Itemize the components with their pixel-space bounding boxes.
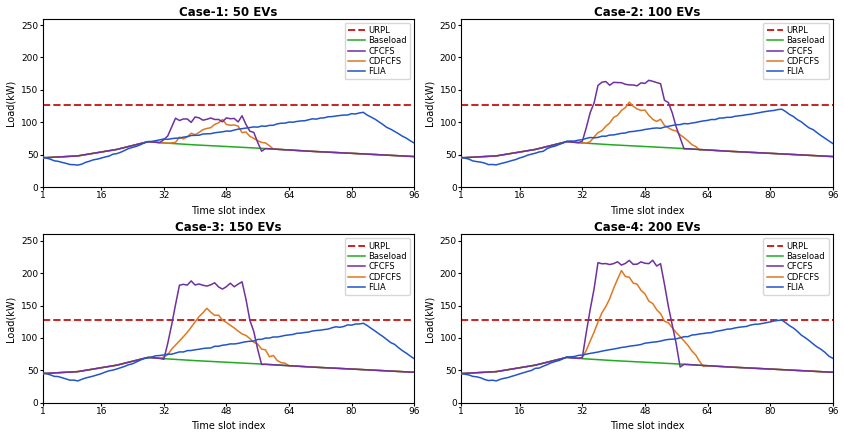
Title: Case-3: 150 EVs: Case-3: 150 EVs xyxy=(175,221,282,234)
X-axis label: Time slot index: Time slot index xyxy=(191,421,266,431)
Y-axis label: Load(kW): Load(kW) xyxy=(424,80,434,126)
Y-axis label: Load(kW): Load(kW) xyxy=(6,80,15,126)
X-axis label: Time slot index: Time slot index xyxy=(609,206,684,216)
X-axis label: Time slot index: Time slot index xyxy=(609,421,684,431)
Title: Case-2: 100 EVs: Case-2: 100 EVs xyxy=(593,6,700,18)
Legend: URPL, Baseload, CFCFS, CDFCFS, FLIA: URPL, Baseload, CFCFS, CDFCFS, FLIA xyxy=(763,239,829,295)
Legend: URPL, Baseload, CFCFS, CDFCFS, FLIA: URPL, Baseload, CFCFS, CDFCFS, FLIA xyxy=(344,239,410,295)
Y-axis label: Load(kW): Load(kW) xyxy=(424,295,434,342)
X-axis label: Time slot index: Time slot index xyxy=(191,206,266,216)
Title: Case-1: 50 EVs: Case-1: 50 EVs xyxy=(179,6,278,18)
Y-axis label: Load(kW): Load(kW) xyxy=(6,295,15,342)
Title: Case-4: 200 EVs: Case-4: 200 EVs xyxy=(593,221,701,234)
Legend: URPL, Baseload, CFCFS, CDFCFS, FLIA: URPL, Baseload, CFCFS, CDFCFS, FLIA xyxy=(344,23,410,80)
Legend: URPL, Baseload, CFCFS, CDFCFS, FLIA: URPL, Baseload, CFCFS, CDFCFS, FLIA xyxy=(763,23,829,80)
